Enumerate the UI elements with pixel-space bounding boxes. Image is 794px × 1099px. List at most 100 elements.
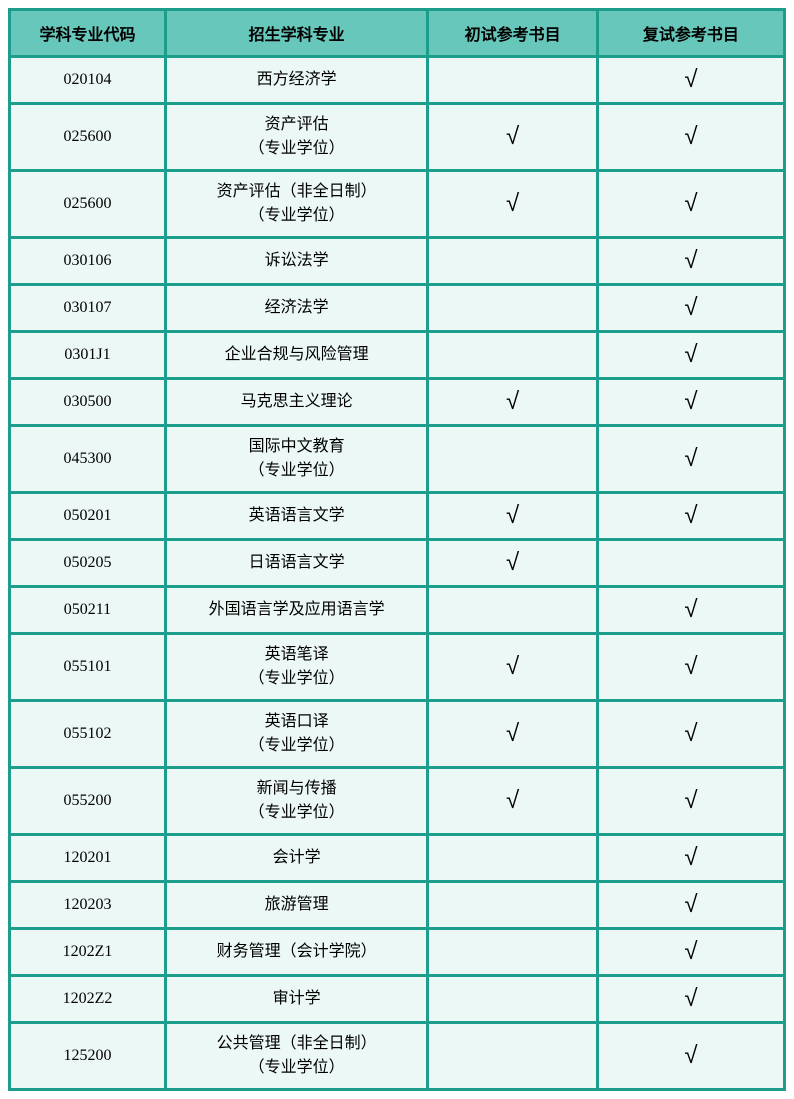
major-line: 企业合规与风险管理 [173,343,420,367]
cell-major: 会计学 [167,836,426,880]
col-header-retest: 复试参考书目 [599,11,783,55]
cell-retest [599,541,783,585]
cell-code: 125200 [11,1024,164,1088]
major-line: 国际中文教育 [173,435,420,459]
major-line: 资产评估（非全日制） [173,180,420,204]
cell-major: 日语语言文学 [167,541,426,585]
cell-prelim [429,1024,595,1088]
cell-retest: √ [599,239,783,283]
table-row: 030500 马克思主义理论 √√ [11,380,783,424]
cell-major: 英语笔译（专业学位） [167,635,426,699]
cell-prelim [429,977,595,1021]
cell-code: 050211 [11,588,164,632]
major-line: 马克思主义理论 [173,390,420,414]
cell-prelim [429,58,595,102]
table-row: 045300国际中文教育（专业学位）√ [11,427,783,491]
major-line: 日语语言文学 [173,551,420,575]
cell-code: 120201 [11,836,164,880]
cell-prelim [429,239,595,283]
cell-prelim: √ [429,635,595,699]
cell-retest: √ [599,380,783,424]
table-row: 025600资产评估（非全日制）（专业学位）√√ [11,172,783,236]
table-row: 055102英语口译（专业学位）√√ [11,702,783,766]
major-line: （专业学位） [173,1056,420,1080]
cell-prelim: √ [429,172,595,236]
cell-retest: √ [599,286,783,330]
major-line: 英语笔译 [173,643,420,667]
cell-prelim [429,588,595,632]
col-header-prelim: 初试参考书目 [429,11,595,55]
major-line: 审计学 [173,987,420,1011]
major-line: 西方经济学 [173,68,420,92]
col-header-code: 学科专业代码 [11,11,164,55]
cell-retest: √ [599,494,783,538]
cell-code: 120203 [11,883,164,927]
cell-retest: √ [599,105,783,169]
cell-retest: √ [599,635,783,699]
cell-retest: √ [599,172,783,236]
major-line: 财务管理（会计学院） [173,940,420,964]
cell-prelim: √ [429,494,595,538]
major-line: 旅游管理 [173,893,420,917]
table-row: 1202Z2审计学√ [11,977,783,1021]
table-row: 030106诉讼法学√ [11,239,783,283]
cell-code: 045300 [11,427,164,491]
major-line: 新闻与传播 [173,777,420,801]
cell-retest: √ [599,588,783,632]
cell-code: 1202Z1 [11,930,164,974]
table-row: 120201会计学 √ [11,836,783,880]
cell-code: 030500 [11,380,164,424]
cell-major: 新闻与传播（专业学位） [167,769,426,833]
cell-code: 055102 [11,702,164,766]
major-line: （专业学位） [173,667,420,691]
cell-retest: √ [599,977,783,1021]
major-line: （专业学位） [173,801,420,825]
table-row: 125200公共管理（非全日制）（专业学位）√ [11,1024,783,1088]
cell-major: 财务管理（会计学院） [167,930,426,974]
cell-retest: √ [599,883,783,927]
cell-retest: √ [599,333,783,377]
cell-prelim: √ [429,380,595,424]
cell-code: 020104 [11,58,164,102]
cell-major: 英语语言文学 [167,494,426,538]
cell-prelim [429,286,595,330]
cell-code: 025600 [11,105,164,169]
table-row: 025600资产评估（专业学位）√√ [11,105,783,169]
table-row: 050201 英语语言文学 √√ [11,494,783,538]
cell-code: 050201 [11,494,164,538]
cell-code: 050205 [11,541,164,585]
major-line: （专业学位） [173,734,420,758]
table-row: 050205日语语言文学√ [11,541,783,585]
cell-major: 企业合规与风险管理 [167,333,426,377]
major-line: 经济法学 [173,296,420,320]
table-body: 020104西方经济学√025600资产评估（专业学位）√√025600资产评估… [11,58,783,1088]
cell-retest: √ [599,427,783,491]
major-line: （专业学位） [173,459,420,483]
cell-retest: √ [599,836,783,880]
cell-major: 审计学 [167,977,426,1021]
cell-major: 西方经济学 [167,58,426,102]
cell-major: 马克思主义理论 [167,380,426,424]
table-row: 0301J1 企业合规与风险管理 √ [11,333,783,377]
cell-code: 0301J1 [11,333,164,377]
cell-major: 资产评估（专业学位） [167,105,426,169]
cell-code: 055101 [11,635,164,699]
major-line: （专业学位） [173,204,420,228]
major-line: 英语语言文学 [173,504,420,528]
cell-prelim: √ [429,702,595,766]
table-row: 050211外国语言学及应用语言学√ [11,588,783,632]
table-row: 055101英语笔译（专业学位）√√ [11,635,783,699]
cell-prelim [429,427,595,491]
cell-retest: √ [599,702,783,766]
cell-major: 旅游管理 [167,883,426,927]
table-row: 055200新闻与传播（专业学位）√√ [11,769,783,833]
cell-major: 公共管理（非全日制）（专业学位） [167,1024,426,1088]
major-line: （专业学位） [173,137,420,161]
cell-prelim [429,930,595,974]
table-row: 030107经济法学√ [11,286,783,330]
cell-code: 055200 [11,769,164,833]
cell-major: 国际中文教育（专业学位） [167,427,426,491]
cell-prelim [429,333,595,377]
cell-major: 经济法学 [167,286,426,330]
cell-prelim: √ [429,769,595,833]
